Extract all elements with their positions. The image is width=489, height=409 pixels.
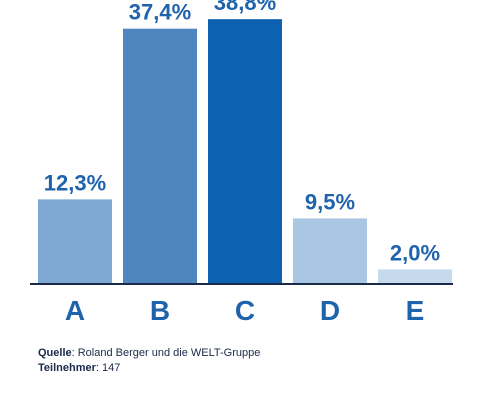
data-label-B: 37,4% [129,0,191,25]
bar-E [378,269,452,283]
participants-key: Teilnehmer [38,362,96,374]
category-labels-layer: A B C D E [65,295,424,326]
category-label-C: C [235,295,255,326]
data-label-C: 38,8% [214,0,276,15]
source-value: : Roland Berger und die WELT-Gruppe [71,347,261,359]
data-label-A: 12,3% [44,170,106,195]
data-label-E: 2,0% [390,240,440,265]
chart-footer: Quelle: Roland Berger und die WELT-Grupp… [38,346,260,376]
category-label-B: B [150,295,170,326]
value-labels-layer: 12,3% 37,4% 38,8% 9,5% 2,0% [44,0,440,265]
source-key: Quelle [38,347,72,359]
bar-A [38,199,112,283]
bars-layer [38,19,452,284]
category-label-E: E [406,295,425,326]
bar-C [208,19,282,283]
bar-B [123,28,197,284]
bar-D [293,218,367,283]
participants-value: : 147 [95,362,121,374]
data-label-D: 9,5% [305,189,355,214]
source-line: Quelle: Roland Berger und die WELT-Grupp… [38,346,260,361]
category-label-D: D [320,295,340,326]
category-label-A: A [65,295,85,326]
participants-line: Teilnehmer: 147 [38,361,260,376]
